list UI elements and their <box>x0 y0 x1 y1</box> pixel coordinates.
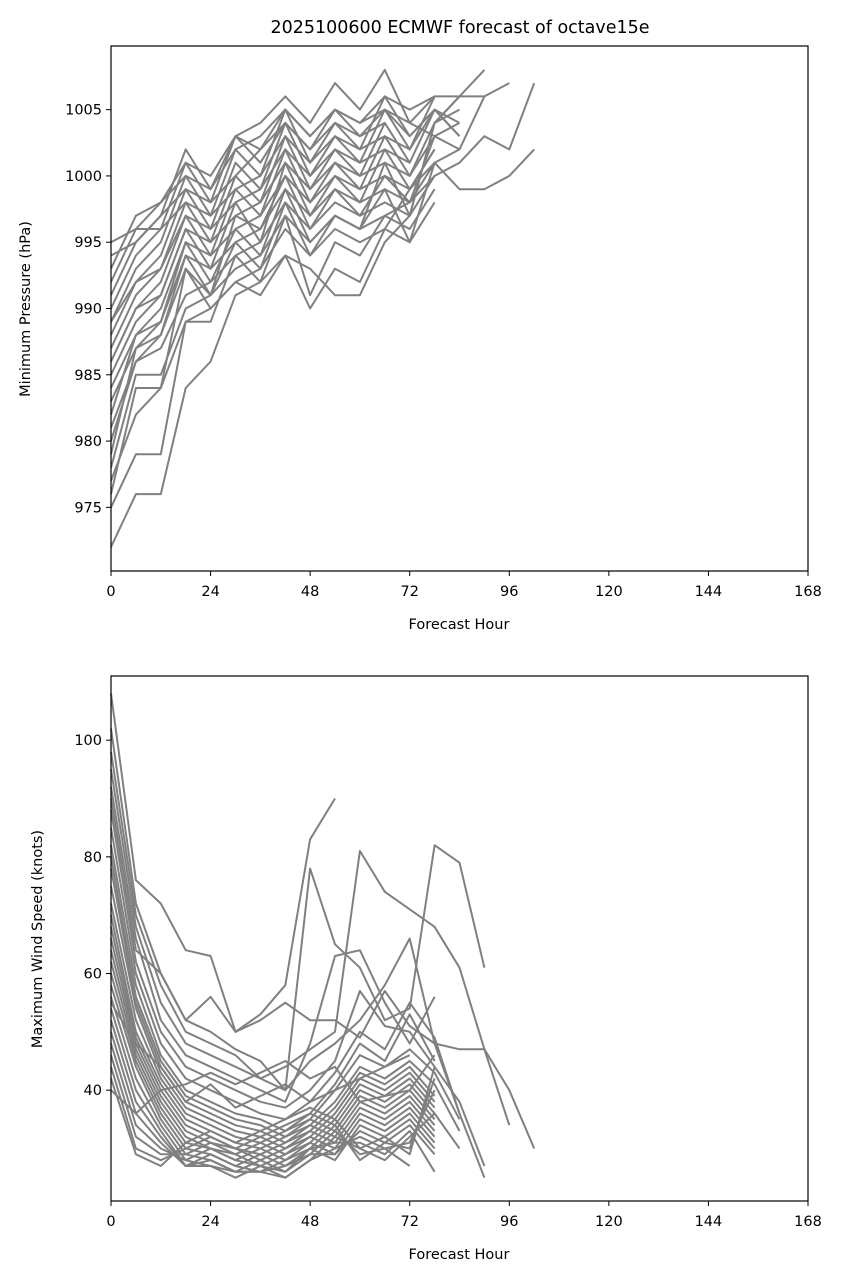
pressure-y-tick-label: 1005 <box>65 103 102 119</box>
pressure-y-tick-label: 985 <box>74 368 102 384</box>
wind-series-line-m01 <box>110 693 336 1033</box>
wind-series-line-m29 <box>110 1054 436 1115</box>
wind-series-line-m22 <box>110 1008 436 1179</box>
wind-series-line-m23 <box>110 1019 411 1173</box>
wind-x-tick-label: 96 <box>500 1214 518 1230</box>
wind-y-axis-label: Maximum Wind Speed (knots) <box>30 830 46 1048</box>
pressure-series-line-m22 <box>110 175 436 415</box>
pressure-panel: 2025100600 ECMWF forecast of octave15e 0… <box>18 18 822 633</box>
wind-x-ticks: 0 24 48 72 96 120 144 168 <box>106 1201 822 1230</box>
wind-series-line-m08 <box>110 827 486 1179</box>
pressure-y-axis-label: Minimum Pressure (hPa) <box>18 221 34 397</box>
chart-title: 2025100600 ECMWF forecast of octave15e <box>270 18 649 38</box>
wind-series-line-m26 <box>110 1054 436 1156</box>
pressure-x-tick-label: 168 <box>794 584 822 600</box>
wind-series-line-m06 <box>110 798 461 1114</box>
pressure-series-line-m13 <box>110 95 436 323</box>
pressure-y-ticks: 975 980 985 990 995 1000 1005 <box>65 103 111 516</box>
pressure-series-line-m21 <box>110 162 436 362</box>
pressure-series-group <box>110 68 536 548</box>
pressure-y-tick-label: 980 <box>74 434 102 450</box>
wind-series-group <box>110 693 536 1179</box>
wind-series-line-m19 <box>110 973 436 1179</box>
pressure-y-tick-label: 1000 <box>65 169 102 185</box>
pressure-series-line-m18 <box>110 148 411 257</box>
pressure-x-tick-label: 96 <box>500 584 518 600</box>
pressure-x-tick-label: 24 <box>201 584 219 600</box>
wind-series-line-m03 <box>110 751 511 1126</box>
wind-x-tick-label: 144 <box>695 1214 723 1230</box>
wind-y-tick-label: 60 <box>84 967 102 983</box>
pressure-y-tick-label: 975 <box>74 500 102 516</box>
wind-series-line-m04 <box>110 769 536 1149</box>
wind-series-line-m05 <box>110 786 436 1103</box>
wind-x-tick-label: 48 <box>301 1214 319 1230</box>
wind-x-tick-label: 168 <box>794 1214 822 1230</box>
wind-series-line-m28 <box>110 1066 436 1167</box>
wind-x-tick-label: 72 <box>400 1214 418 1230</box>
wind-series-line-m20 <box>110 984 436 1173</box>
wind-x-tick-label: 120 <box>595 1214 623 1230</box>
pressure-series-line-m03 <box>110 82 536 482</box>
pressure-series-line-m24 <box>110 201 436 495</box>
wind-panel: 0 24 48 72 96 120 144 168 40 60 80 100 Forecast Ho… <box>30 675 822 1263</box>
wind-y-tick-label: 40 <box>84 1083 102 1099</box>
pressure-series-line-m19 <box>110 135 436 244</box>
pressure-x-tick-label: 48 <box>301 584 319 600</box>
wind-series-line-m25 <box>110 1043 436 1162</box>
pressure-series-line-m23 <box>110 188 436 455</box>
wind-series-line-m07 <box>110 810 486 1167</box>
wind-y-tick-label: 80 <box>84 850 102 866</box>
pressure-x-tick-label: 120 <box>595 584 623 600</box>
pressure-x-tick-label: 0 <box>106 584 115 600</box>
pressure-x-tick-label: 144 <box>695 584 723 600</box>
pressure-series-line-m02 <box>110 148 535 508</box>
wind-y-ticks: 40 60 80 100 <box>74 733 111 1099</box>
wind-y-tick-label: 100 <box>74 733 102 749</box>
pressure-y-tick-label: 995 <box>74 235 102 251</box>
pressure-series-line-m16 <box>110 121 386 283</box>
wind-series-line-m21 <box>110 996 436 1173</box>
wind-axes-frame <box>110 675 809 1202</box>
pressure-x-axis-label: Forecast Hour <box>409 617 510 633</box>
wind-x-tick-label: 24 <box>201 1214 219 1230</box>
pressure-x-tick-label: 72 <box>400 584 418 600</box>
wind-series-line-m24 <box>110 1031 436 1173</box>
wind-series-line-m27 <box>110 1066 436 1162</box>
pressure-x-ticks: 0 24 48 72 96 120 144 168 <box>106 571 822 600</box>
pressure-series-line-m20 <box>110 148 436 323</box>
pressure-y-tick-label: 990 <box>74 302 102 318</box>
wind-series-line-m30 <box>110 1002 411 1109</box>
pressure-series-line-m17 <box>110 108 461 270</box>
wind-series-line-m17 <box>110 949 436 1179</box>
wind-x-axis-label: Forecast Hour <box>409 1247 510 1263</box>
wind-x-tick-label: 0 <box>106 1214 115 1230</box>
